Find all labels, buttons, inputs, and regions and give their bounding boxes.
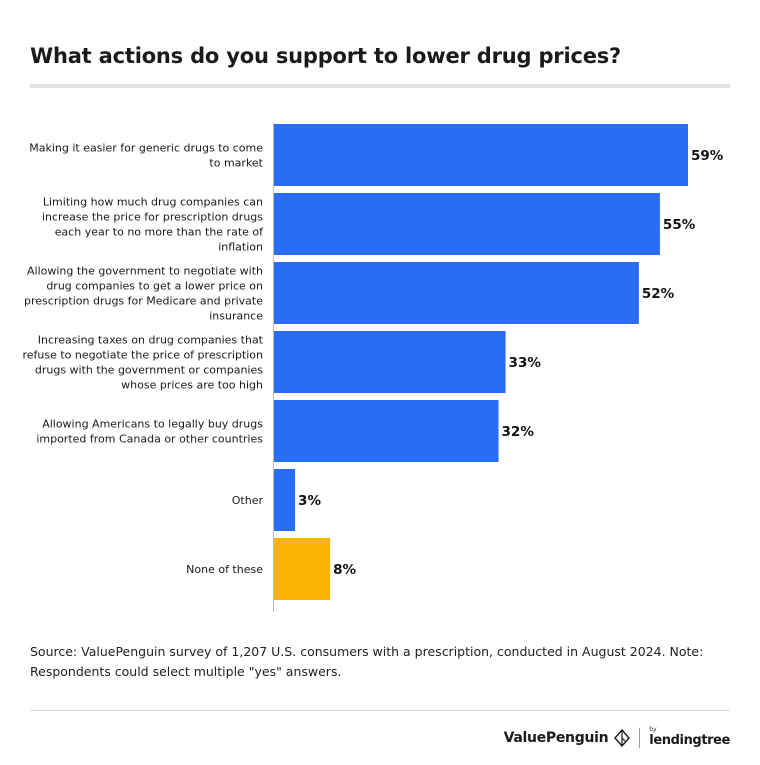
bar-3	[274, 331, 506, 393]
category-label-line: Increasing taxes on drug companies that	[38, 334, 264, 347]
partner-logo: by lendingtree	[649, 726, 730, 749]
category-label-0: Making it easier for generic drugs to co…	[29, 142, 263, 170]
category-label-line: imported from Canada or other countries	[36, 433, 263, 446]
footer-divider	[30, 710, 730, 711]
category-label-line: Making it easier for generic drugs to co…	[29, 142, 263, 155]
category-label-line: inflation	[218, 241, 263, 254]
category-label-line: Allowing Americans to legally buy drugs	[42, 418, 263, 431]
category-label-line: Limiting how much drug companies can	[43, 196, 263, 209]
category-label-5: Other	[232, 494, 264, 507]
category-label-line: to market	[209, 157, 263, 170]
category-label-line: prescription drugs for Medicare and priv…	[24, 295, 263, 308]
category-label-6: None of these	[186, 563, 263, 576]
title-divider	[30, 84, 730, 88]
brand-separator	[639, 727, 641, 748]
category-label-line: Other	[232, 494, 264, 507]
value-label-5: 3%	[298, 493, 321, 509]
brand-by-text: by	[649, 726, 657, 733]
category-label-line: insurance	[209, 310, 263, 323]
category-label-line: drugs with the government or companies	[35, 364, 263, 377]
bar-2	[274, 262, 639, 324]
value-label-4: 32%	[502, 424, 535, 440]
penguin-diamond-icon	[614, 728, 631, 747]
bars-layer: 59% Making it easier for generic drugs to…	[22, 124, 724, 600]
source-note: Source: ValuePenguin survey of 1,207 U.S…	[30, 644, 704, 679]
bar-4	[274, 400, 499, 462]
chart-title: What actions do you support to lower dru…	[30, 44, 622, 68]
category-label-3: Increasing taxes on drug companies that r…	[22, 334, 263, 392]
partner-name: lendingtree	[649, 733, 730, 748]
bar-chart: 59% Making it easier for generic drugs to…	[22, 122, 724, 612]
value-label-1: 55%	[663, 217, 696, 233]
bar-6	[274, 538, 331, 600]
category-label-line: drug companies to get a lower price on	[46, 280, 263, 293]
brand-logo: ValuePenguin by lendingtree	[503, 726, 731, 749]
category-label-line: refuse to negotiate the price of prescri…	[22, 349, 263, 362]
value-label-3: 33%	[509, 355, 542, 371]
value-label-2: 52%	[642, 286, 675, 302]
category-label-2: Allowing the government to negotiate wit…	[24, 265, 263, 323]
value-label-6: 8%	[333, 562, 356, 578]
bar-5	[274, 469, 296, 531]
category-label-line: whose prices are too high	[121, 379, 263, 392]
value-label-0: 59%	[691, 148, 724, 164]
category-label-1: Limiting how much drug companies can incr…	[42, 196, 264, 254]
category-label-line: None of these	[186, 563, 263, 576]
brand-name: ValuePenguin	[503, 729, 609, 746]
category-label-line: increase the price for prescription drug…	[42, 211, 263, 224]
category-label-4: Allowing Americans to legally buy drugs i…	[36, 418, 263, 446]
category-label-line: Allowing the government to negotiate wit…	[27, 265, 263, 278]
bar-0	[274, 124, 688, 186]
category-label-line: each year to no more than the rate of	[55, 226, 264, 239]
bar-1	[274, 193, 660, 255]
